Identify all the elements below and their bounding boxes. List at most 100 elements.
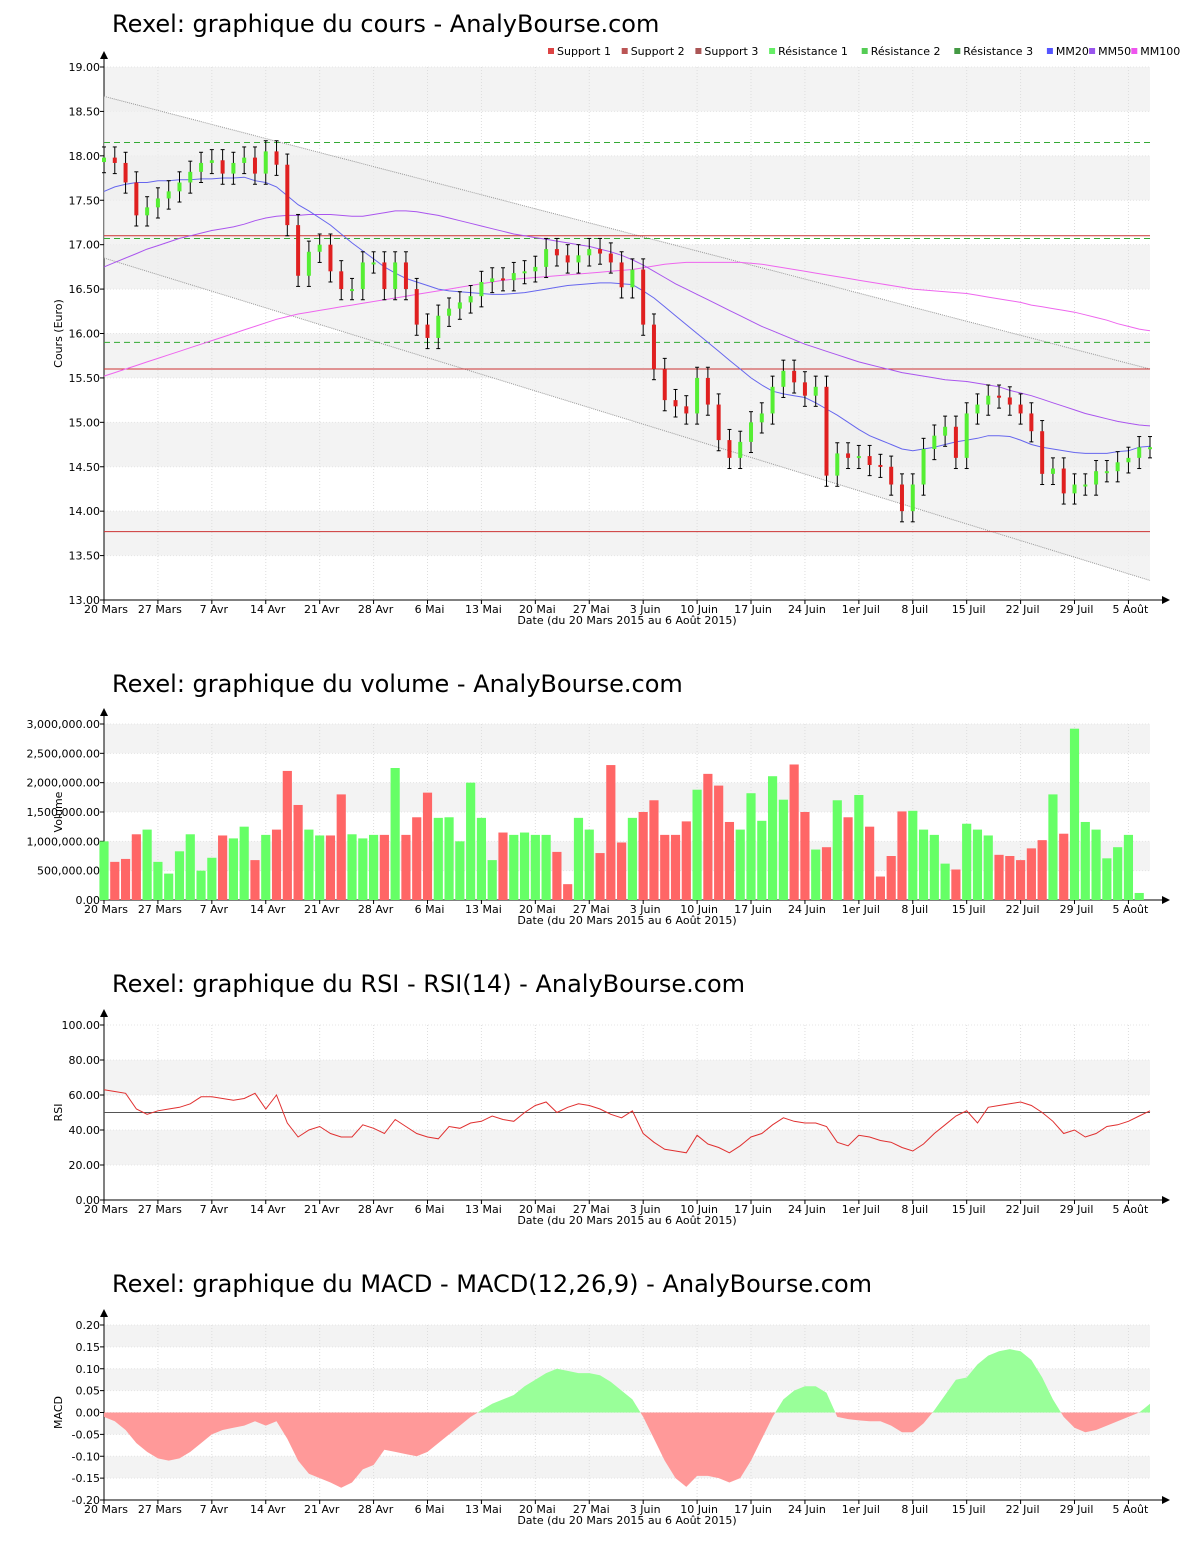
- price-trend-channel: [104, 96, 1150, 581]
- volume-xlabel: Date (du 20 Mars 2015 au 6 Août 2015): [517, 914, 736, 927]
- volume-bar: [379, 834, 389, 900]
- volume-bar: [735, 829, 745, 900]
- volume-xtick-label: 27 Mai: [573, 903, 610, 916]
- volume-bar: [940, 863, 950, 900]
- volume-bar: [336, 794, 346, 900]
- candle-body: [285, 164, 290, 226]
- rsi-chart: 0.00 20.00 40.00 60.00 80.00 100.00 20 Mars 27 …: [52, 1009, 1170, 1227]
- macd-positive-area: [775, 1386, 836, 1413]
- volume-bar: [530, 834, 540, 900]
- price-xtick-label: 20 Mars: [84, 603, 128, 616]
- candle-body: [727, 440, 732, 458]
- macd-xtick-label: 14 Avr: [250, 1503, 286, 1516]
- price-ytick-label: 14.50: [69, 461, 101, 474]
- candle-body: [1083, 484, 1088, 487]
- volume-bar: [627, 817, 637, 900]
- volume-bar: [347, 834, 357, 900]
- volume-bar: [563, 884, 573, 900]
- candle-body: [964, 413, 969, 458]
- rsi-xtick-label: 20 Mai: [519, 1203, 556, 1216]
- macd-xtick-label: 7 Avr: [200, 1503, 229, 1516]
- volume-bar: [714, 785, 724, 900]
- volume-bar: [1026, 848, 1036, 900]
- candle-body: [846, 453, 851, 458]
- volume-bar: [174, 851, 185, 900]
- candle-body: [468, 296, 473, 303]
- price-trend-lower: [103, 257, 1151, 581]
- rsi-xtick-label: 10 Juin: [680, 1203, 718, 1216]
- volume-bar: [897, 811, 907, 900]
- candle-body: [997, 395, 1002, 398]
- macd-xtick-label: 13 Mai: [465, 1503, 502, 1516]
- volume-bar: [1037, 840, 1047, 900]
- volume-xtick-label: 14 Avr: [250, 903, 286, 916]
- price-xtick-label: 29 Juil: [1060, 603, 1094, 616]
- legend-label: MM100: [1140, 45, 1180, 58]
- price-ytick-label: 18.00: [69, 150, 101, 163]
- legend-label: Support 1: [557, 45, 611, 58]
- rsi-ytick-label: 20.00: [69, 1159, 101, 1172]
- price-xtick-label: 20 Mai: [519, 603, 556, 616]
- rsi-line: [103, 1089, 1151, 1154]
- price-xtick-label: 13 Mai: [465, 603, 502, 616]
- candle-body: [490, 278, 495, 282]
- candle-body: [932, 435, 937, 449]
- candle-body: [1007, 397, 1012, 405]
- price-chart-title: Rexel: graphique du cours - AnalyBourse.…: [112, 10, 660, 38]
- volume-xtick-label: 22 Juil: [1006, 903, 1040, 916]
- candle-body: [1126, 457, 1131, 463]
- volume-bar: [595, 853, 605, 900]
- candle-body: [554, 249, 559, 256]
- candle-body: [134, 182, 139, 216]
- rsi-ytick-label: 80.00: [69, 1054, 101, 1067]
- price-xtick-label: 8 Juil: [901, 603, 928, 616]
- volume-xtick-label: 5 Août: [1113, 903, 1150, 916]
- volume-bar: [832, 800, 842, 900]
- volume-bar: [99, 841, 109, 900]
- volume-chart-title: Rexel: graphique du volume - AnalyBourse…: [112, 670, 683, 698]
- volume-bar: [1091, 829, 1101, 900]
- volume-bar: [444, 817, 454, 900]
- volume-ytick-label: 1,500,000.00: [27, 806, 100, 819]
- volume-bar: [239, 826, 249, 900]
- price-ytick-label: 17.00: [69, 239, 101, 252]
- candle-body: [641, 269, 646, 325]
- candle-body: [953, 426, 958, 458]
- candle-body: [835, 453, 840, 476]
- volume-y-arrow: [100, 708, 108, 716]
- candle-body: [608, 253, 613, 263]
- volume-bar: [767, 776, 778, 900]
- candle-body: [425, 324, 430, 338]
- rsi-xtick-label: 27 Mai: [573, 1203, 610, 1216]
- macd-ytick-label: -0.15: [72, 1472, 100, 1485]
- candle-body: [177, 182, 182, 192]
- rsi-xtick-label: 15 Juil: [952, 1203, 986, 1216]
- legend-swatch: [621, 48, 628, 54]
- candle-body: [856, 456, 861, 459]
- rsi-xtick-label: 3 Juin: [630, 1203, 661, 1216]
- volume-bar: [185, 834, 195, 900]
- macd-grid-band: [104, 1368, 1150, 1391]
- volume-ytick-label: 3,000,000.00: [27, 718, 100, 731]
- macd-negative-area: [104, 1412, 478, 1488]
- price-xtick-label: 1er Juil: [842, 603, 880, 616]
- candle-body: [317, 244, 322, 252]
- macd-ytick-label: -0.05: [72, 1428, 100, 1441]
- candle-body: [479, 281, 484, 297]
- volume-x-arrow: [1162, 896, 1170, 904]
- macd-negative-area: [640, 1412, 776, 1487]
- volume-bar: [153, 861, 163, 900]
- macd-xtick-label: 10 Juin: [680, 1503, 718, 1516]
- volume-bar: [422, 792, 433, 900]
- volume-bar: [552, 851, 562, 900]
- candle-body: [975, 404, 980, 414]
- candle-body: [166, 191, 171, 199]
- volume-bar: [865, 826, 875, 900]
- rsi-xtick-label: 7 Avr: [200, 1203, 229, 1216]
- candle-body: [587, 249, 592, 256]
- macd-xtick-label: 20 Mars: [84, 1503, 128, 1516]
- volume-bar: [164, 873, 174, 900]
- volume-bar: [261, 834, 271, 900]
- legend-swatch: [548, 48, 554, 54]
